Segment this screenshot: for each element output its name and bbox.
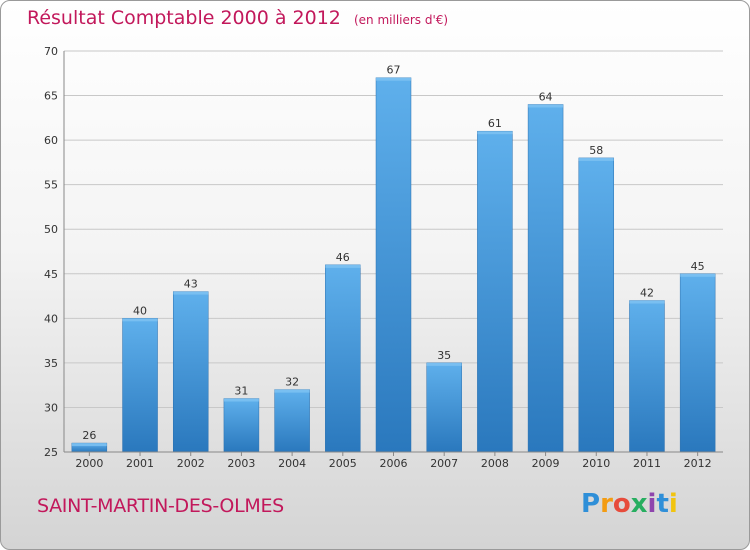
bar-highlight-2011	[629, 300, 665, 304]
x-tick-label: 2005	[329, 457, 357, 470]
data-label-2006: 67	[387, 64, 401, 77]
bar-highlight-2009	[528, 104, 564, 108]
bar-2008[interactable]	[477, 130, 513, 453]
data-label-2004: 32	[285, 376, 299, 389]
y-tick-label: 50	[44, 223, 58, 236]
chart-unit: (en milliers d'€)	[353, 13, 449, 27]
chart-title: Résultat Comptable 2000 à 2012	[27, 7, 341, 29]
data-label-2009: 64	[539, 90, 553, 103]
data-label-2003: 31	[234, 385, 248, 398]
x-tick-label: 2010	[582, 457, 610, 470]
bar-highlight-2002	[173, 291, 209, 295]
x-tick-label: 2002	[177, 457, 205, 470]
y-tick-label: 25	[44, 446, 58, 459]
x-tick-label: 2004	[278, 457, 306, 470]
data-label-2011: 42	[640, 287, 654, 300]
bar-highlight-2008	[477, 131, 513, 135]
bar-highlight-2003	[223, 398, 259, 402]
bar-2010[interactable]	[578, 157, 615, 453]
bar-2011[interactable]	[629, 300, 665, 453]
bar-highlight-2001	[122, 318, 158, 322]
bar-2007[interactable]	[426, 362, 462, 453]
data-label-2001: 40	[133, 304, 147, 317]
bar-2009[interactable]	[527, 104, 564, 453]
x-tick-label: 2012	[684, 457, 712, 470]
bar-highlight-2012	[680, 273, 716, 277]
bar-highlight-2010	[578, 157, 614, 161]
bar-2001[interactable]	[122, 318, 158, 453]
bar-2005[interactable]	[325, 264, 361, 453]
commune-name: SAINT-MARTIN-DES-OLMES	[37, 495, 284, 517]
y-tick-label: 60	[44, 134, 58, 147]
bar-2003[interactable]	[223, 398, 260, 453]
bar-2004[interactable]	[274, 389, 310, 453]
bar-2002[interactable]	[172, 291, 209, 453]
x-tick-label: 2000	[75, 457, 103, 470]
data-label-2005: 46	[336, 251, 350, 264]
y-tick-label: 45	[44, 268, 58, 281]
data-label-2007: 35	[437, 349, 451, 362]
data-label-2010: 58	[589, 144, 603, 157]
x-tick-label: 2001	[126, 457, 154, 470]
x-tick-label: 2006	[380, 457, 408, 470]
bar-highlight-2005	[325, 264, 361, 268]
bar-highlight-2007	[426, 362, 462, 366]
y-tick-label: 30	[44, 401, 58, 414]
y-tick-label: 35	[44, 357, 58, 370]
data-label-2002: 43	[184, 278, 198, 291]
data-label-2008: 61	[488, 117, 502, 130]
bar-highlight-2006	[376, 77, 411, 81]
x-tick-label: 2011	[633, 457, 661, 470]
bar-highlight-2004	[274, 389, 310, 393]
y-tick-label: 70	[44, 45, 58, 58]
data-label-2012: 45	[691, 260, 705, 273]
x-tick-label: 2003	[227, 457, 255, 470]
chart-title-block: Résultat Comptable 2000 à 2012 (en milli…	[27, 7, 448, 29]
bar-2006[interactable]	[375, 77, 412, 453]
y-tick-label: 40	[44, 312, 58, 325]
x-tick-label: 2009	[532, 457, 560, 470]
bar-2012[interactable]	[679, 273, 716, 453]
x-tick-label: 2008	[481, 457, 509, 470]
x-tick-label: 2007	[430, 457, 458, 470]
data-label-2000: 26	[82, 429, 96, 442]
y-tick-label: 55	[44, 179, 58, 192]
y-tick-label: 65	[44, 90, 58, 103]
bar-highlight-2000	[71, 443, 107, 447]
proxiti-logo[interactable]: Proxiti	[581, 489, 678, 519]
